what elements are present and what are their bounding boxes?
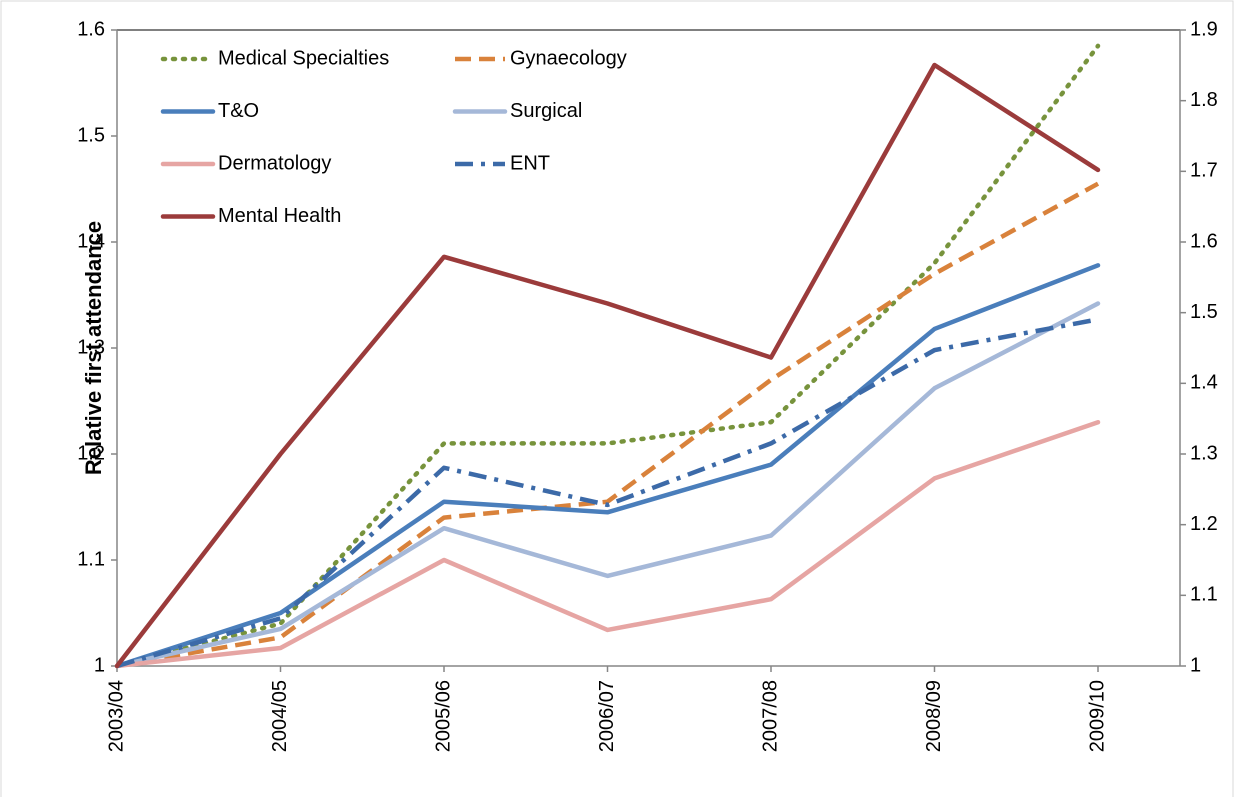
y-tick-label: 1.5 xyxy=(77,124,105,146)
y2-tick-label: 1.8 xyxy=(1190,89,1218,111)
y2-tick-label: 1.4 xyxy=(1190,372,1218,394)
y2-tick-label: 1.6 xyxy=(1190,230,1218,252)
y2-tick-label: 1.9 xyxy=(1190,18,1218,40)
series-line xyxy=(116,181,1100,669)
legend-label: Gynaecology xyxy=(510,47,627,69)
series-line xyxy=(114,43,1101,669)
series-line xyxy=(114,301,1101,669)
y2-tick-label: 1.1 xyxy=(1190,584,1218,606)
legend-label: T&O xyxy=(218,100,259,122)
y2-tick-label: 1.3 xyxy=(1190,442,1218,464)
y-tick-label: 1.6 xyxy=(77,18,105,40)
y2-tick-label: 1.2 xyxy=(1190,513,1218,535)
y-tick-label: 1 xyxy=(94,654,105,676)
x-tick-label: 2009/10 xyxy=(1086,680,1108,752)
legend-label: Surgical xyxy=(510,100,582,122)
x-tick-label: 2008/09 xyxy=(923,680,945,752)
legend-label: ENT xyxy=(510,152,550,174)
y-axis-label: Relative first attendance xyxy=(81,221,106,475)
y2-tick-label: 1.5 xyxy=(1190,301,1218,323)
x-tick-label: 2006/07 xyxy=(596,680,618,752)
y2-tick-label: 1 xyxy=(1190,654,1201,676)
legend-label: Mental Health xyxy=(218,205,341,227)
series-line xyxy=(116,317,1099,669)
legend-label: Medical Specialties xyxy=(218,47,389,69)
y-tick-label: 1.3 xyxy=(77,336,105,358)
y-tick-label: 1.2 xyxy=(77,442,105,464)
x-tick-label: 2007/08 xyxy=(759,680,781,752)
y2-tick-label: 1.7 xyxy=(1190,160,1218,182)
x-tick-label: 2004/05 xyxy=(269,680,291,752)
x-tick-label: 2005/06 xyxy=(432,680,454,752)
y-tick-label: 1.1 xyxy=(77,548,105,570)
series-line xyxy=(114,419,1101,669)
series-line xyxy=(114,263,1101,669)
series-line xyxy=(114,62,1101,669)
x-tick-label: 2003/04 xyxy=(105,680,127,752)
y-tick-label: 1.4 xyxy=(77,230,105,252)
legend-label: Dermatology xyxy=(218,152,331,174)
